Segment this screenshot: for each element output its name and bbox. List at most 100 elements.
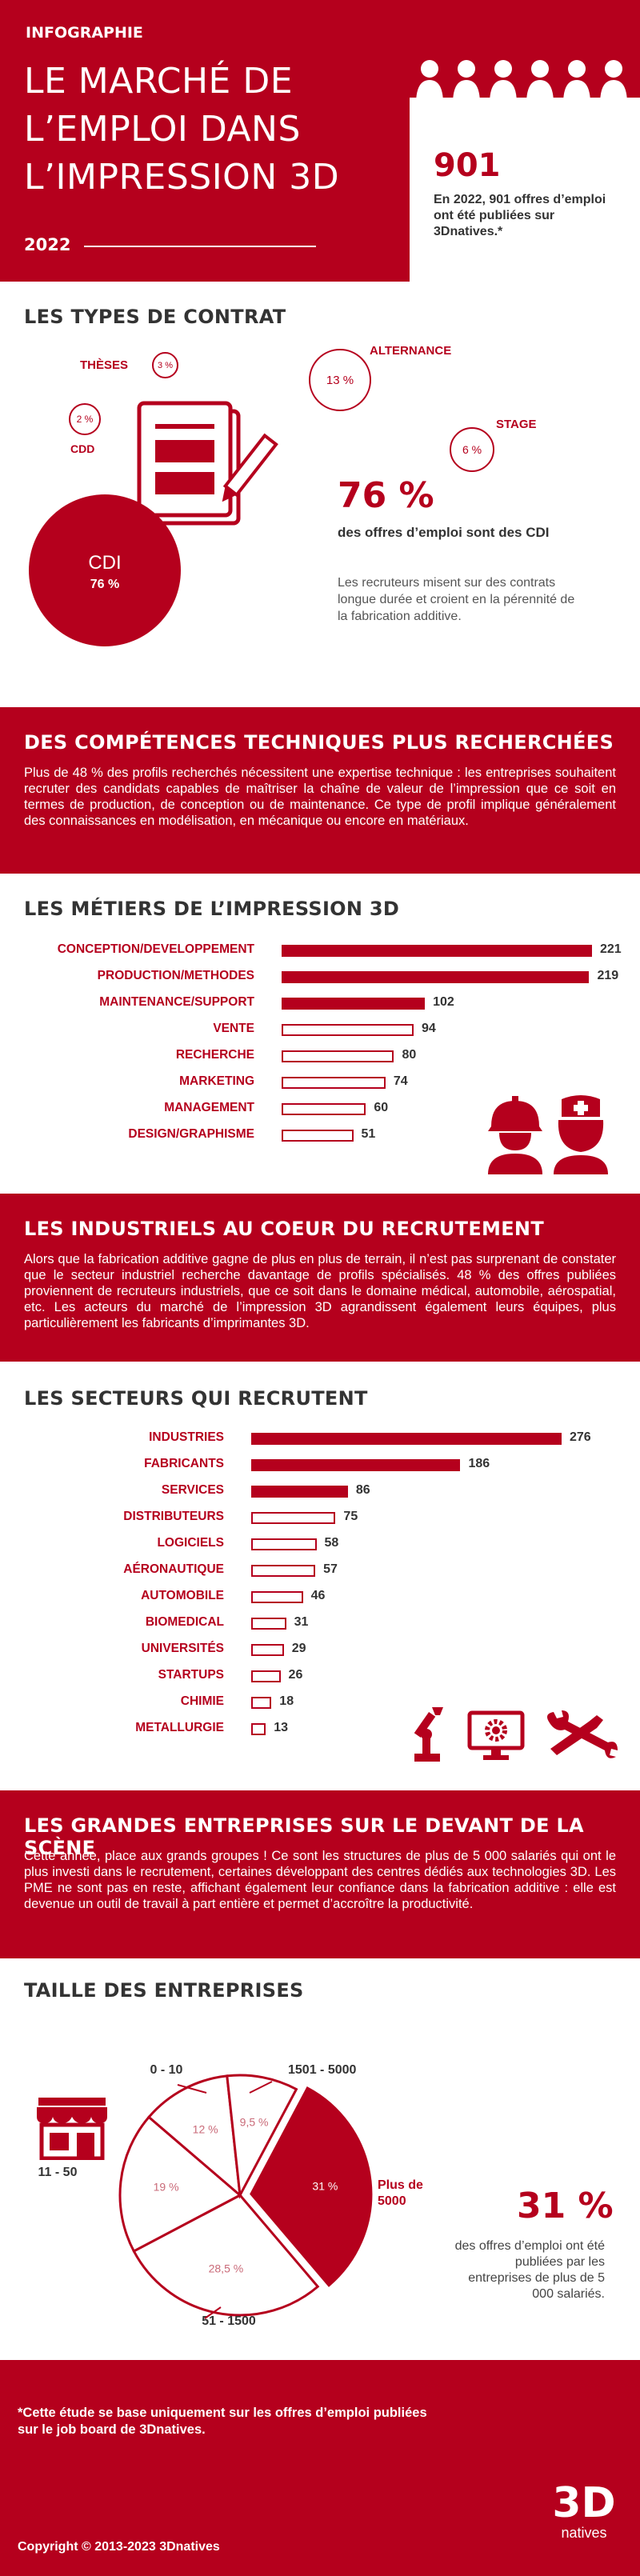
bar <box>251 1723 266 1735</box>
bar-label: CHIMIE <box>180 1694 224 1708</box>
bar-label: VENTE <box>213 1022 254 1035</box>
bar-value: 86 <box>355 1483 370 1497</box>
bar-value: 46 <box>310 1589 326 1602</box>
contracts-heading: LES TYPES DE CONTRAT <box>24 306 286 328</box>
secteurs-heading: LES SECTEURS QUI RECRUTENT <box>24 1387 368 1410</box>
bar <box>282 1024 414 1036</box>
stage-label: STAGE <box>496 418 537 431</box>
pie-leader-line <box>249 2081 273 2094</box>
bar-label: STARTUPS <box>158 1668 224 1682</box>
copyright: Copyright © 2013-2023 3Dnatives <box>18 2540 220 2554</box>
header-year: 2022 <box>24 235 71 254</box>
pie-category-label: 51 - 1500 <box>202 2314 256 2328</box>
bar <box>282 1050 394 1062</box>
logo-bottom: natives <box>561 2525 607 2541</box>
bar <box>251 1565 316 1577</box>
industriels-section: LES INDUSTRIELS AU COEUR DU RECRUTEMENT … <box>0 1194 640 1362</box>
secteurs-chart: INDUSTRIES 276 FABRICANTS 186 SERVICES 86 DIST… <box>0 1430 640 1752</box>
cdi-value: 76 % <box>90 578 120 591</box>
robot-arm-icon <box>414 1707 443 1762</box>
bar <box>282 1130 354 1142</box>
bar-value: 29 <box>291 1642 306 1655</box>
size-pie: 31 % Plus de 5000 28,5 % 51 - 1500 19 % 11 - 5… <box>38 2063 423 2328</box>
competences-text: Plus de 48 % des profils recherchés néce… <box>24 766 616 828</box>
bar-value: 80 <box>402 1048 417 1062</box>
bar-label: LOGICIELS <box>157 1536 224 1550</box>
these-value: 3 % <box>158 360 173 370</box>
bar-value: 51 <box>361 1127 376 1141</box>
cdd-value: 2 % <box>76 414 94 425</box>
bar <box>251 1618 286 1630</box>
bar-label: UNIVERSITÉS <box>141 1642 224 1655</box>
header-title: LE MARCHÉ DE L’EMPLOI DANS L’IMPRESSION … <box>24 58 339 202</box>
title-line-2: L’EMPLOI DANS <box>24 109 301 150</box>
bar-value: 26 <box>288 1668 303 1682</box>
bar-value: 75 <box>343 1510 358 1523</box>
bar-label: MANAGEMENT <box>164 1101 254 1114</box>
logo-top: 3D <box>552 2479 616 2527</box>
competences-heading: DES COMPÉTENCES TECHNIQUES PLUS RECHERCH… <box>24 731 614 754</box>
bar <box>282 1103 366 1115</box>
bar <box>282 945 592 957</box>
pie-category-label: 0 - 10 <box>150 2063 183 2077</box>
shop-icon <box>37 2098 107 2160</box>
cdd-label: CDD <box>70 442 95 455</box>
pie-value-label: 12 % <box>193 2123 218 2136</box>
bar <box>251 1433 562 1445</box>
alternance-circle: 13 % <box>309 349 371 411</box>
stat-text: En 2022, 901 offres d’emploi ont été pub… <box>434 193 606 238</box>
bar-value: 31 <box>294 1615 309 1629</box>
bar <box>251 1538 317 1550</box>
metiers-chart: CONCEPTION/DEVELOPPEMENT 221 PRODUCTION/ME… <box>0 942 640 1160</box>
bar-value: 221 <box>600 942 622 956</box>
bar-label: DISTRIBUTEURS <box>123 1510 224 1523</box>
bar-label: BIOMEDICAL <box>145 1615 224 1629</box>
pie-category-label: 1501 - 5000 <box>288 2063 357 2077</box>
pie-slice <box>118 2115 242 2253</box>
bar-value: 186 <box>468 1457 490 1470</box>
footer-note: *Cette étude se base uniquement sur les … <box>18 2406 427 2437</box>
grandes-text: Cette année, place aux grands groupes ! … <box>24 1849 616 1911</box>
bar-label: MARKETING <box>179 1074 254 1088</box>
bar <box>251 1512 336 1524</box>
alternance-value: 13 % <box>326 373 354 387</box>
bar-label: DESIGN/GRAPHISME <box>128 1127 254 1141</box>
bar-value: 58 <box>324 1536 339 1550</box>
bar <box>251 1697 272 1709</box>
header-banner: INFOGRAPHIE LE MARCHÉ DE L’EMPLOI DANS L… <box>0 0 640 282</box>
contracts-big-stat-text: des offres d’emploi sont des CDI <box>338 525 550 540</box>
cdi-label: CDI <box>88 552 122 574</box>
pie-value-label: 9,5 % <box>240 2116 269 2129</box>
contracts-note: Les recruteurs misent sur des contrats l… <box>338 576 575 623</box>
header-kicker: INFOGRAPHIE <box>26 24 143 42</box>
bar-value: 94 <box>422 1022 436 1035</box>
bar-value: 60 <box>374 1101 389 1114</box>
bar <box>282 1077 386 1089</box>
title-line-1: LE MARCHÉ DE <box>24 61 294 102</box>
industriels-text: Alors que la fabrication additive gagne … <box>24 1252 616 1330</box>
grandes-section: LES GRANDES ENTREPRISES SUR LE DEVANT DE… <box>0 1790 640 1958</box>
these-circle: 3 % <box>152 352 178 378</box>
competences-section: DES COMPÉTENCES TECHNIQUES PLUS RECHERCH… <box>0 707 640 874</box>
bar-label: INDUSTRIES <box>149 1430 224 1444</box>
pie-leader-line <box>177 2084 207 2094</box>
contracts-big-stat: 76 % <box>338 475 434 516</box>
pie-value-label: 31 % <box>312 2179 338 2192</box>
bar-label: METALLURGIE <box>135 1721 224 1734</box>
worker-icon <box>488 1096 542 1174</box>
contract-document-icon <box>137 401 278 526</box>
taille-big-stat-text: des offres d’emploi ont été publiées par… <box>454 2239 605 2301</box>
pie-category-label: 11 - 50 <box>38 2166 78 2179</box>
brand-logo: 3D natives <box>544 2482 624 2541</box>
bar-label: SERVICES <box>161 1483 224 1497</box>
bar <box>282 998 426 1010</box>
stat-panel: 901 En 2022, 901 offres d’emploi ont été… <box>410 98 640 282</box>
pie-slice <box>146 2074 242 2198</box>
cdd-circle: 2 % <box>69 403 101 435</box>
bar-value: 18 <box>279 1694 294 1708</box>
bar-value: 276 <box>570 1430 591 1444</box>
stat-number: 901 <box>434 147 501 184</box>
alternance-label: ALTERNANCE <box>370 344 452 358</box>
title-line-3: L’IMPRESSION 3D <box>24 157 340 198</box>
bar-label: CONCEPTION/DEVELOPPEMENT <box>57 942 254 956</box>
